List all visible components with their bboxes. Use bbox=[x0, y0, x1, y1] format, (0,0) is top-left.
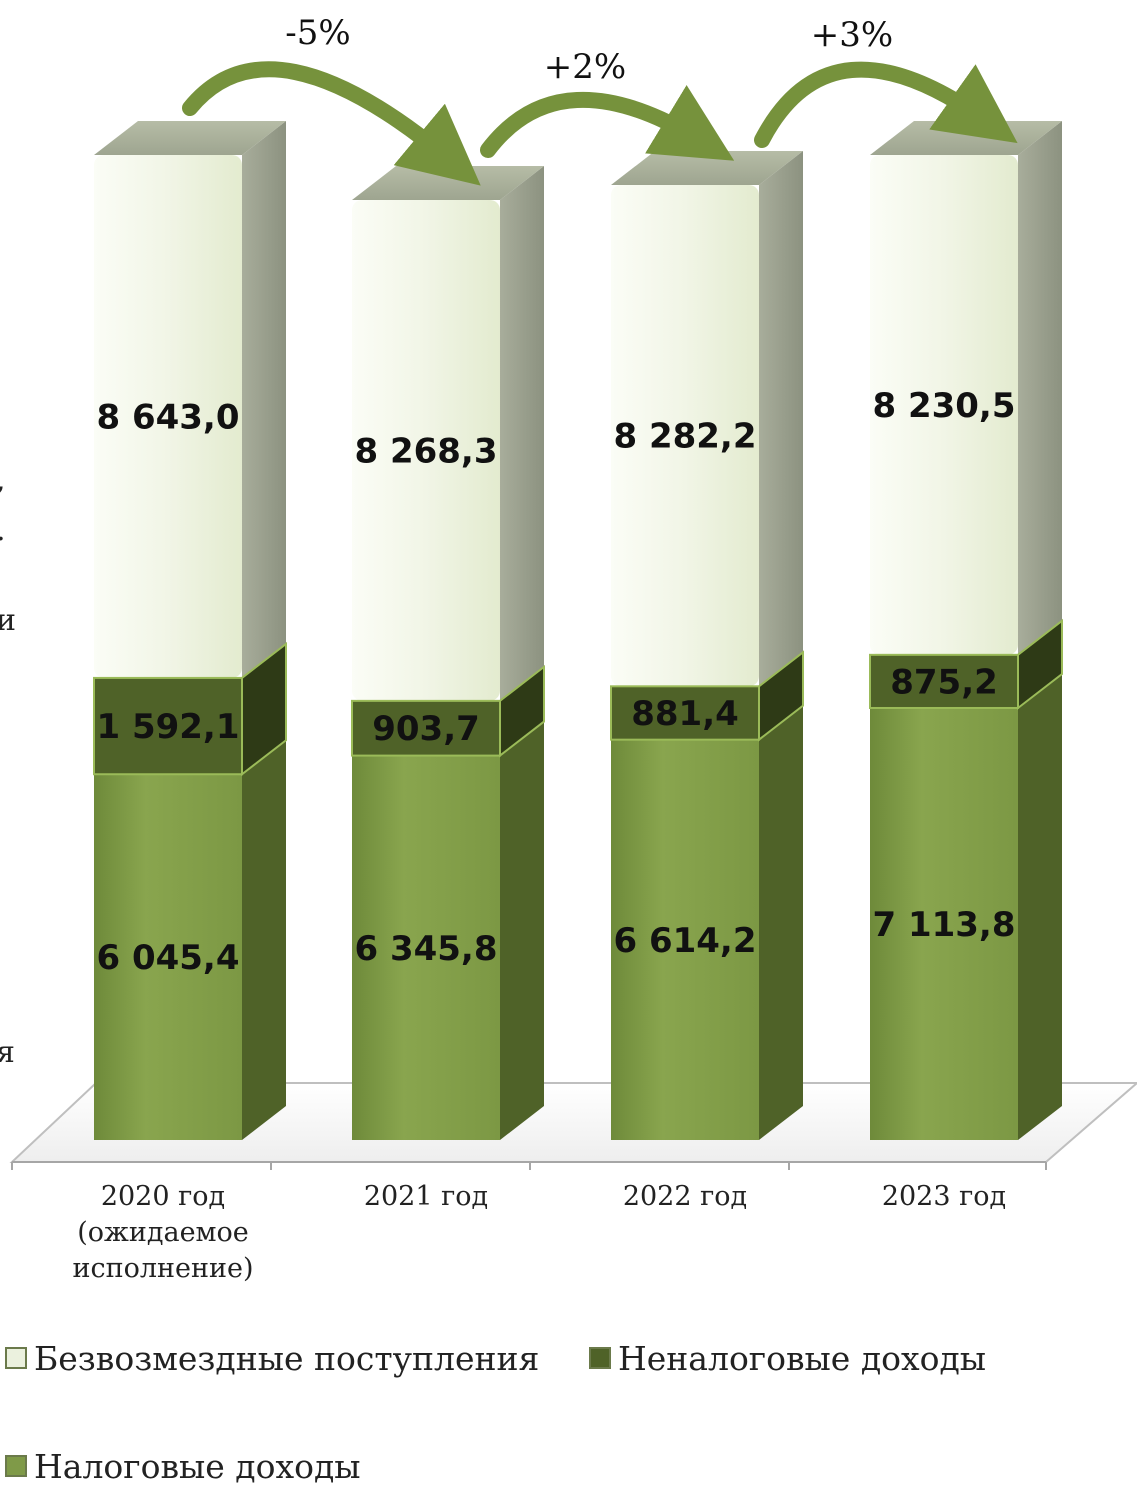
data-label: 6 614,2 bbox=[613, 921, 756, 961]
bar-side-nalogovye bbox=[242, 740, 286, 1140]
x-tick-label: исполнение) bbox=[73, 1253, 254, 1284]
x-tick-label: (ожидаемое bbox=[77, 1217, 249, 1248]
bar-segment-nalogovye bbox=[94, 774, 242, 1140]
clipped-axis-text: я bbox=[0, 1035, 15, 1070]
bar-side-nalogovye bbox=[500, 721, 544, 1140]
bar-side-nenalogovye bbox=[758, 650, 804, 742]
legend-item: Неналоговые доходы bbox=[589, 1339, 986, 1378]
stacked-bar-4 bbox=[869, 121, 1063, 1140]
bar-segment-nalogovye bbox=[352, 755, 500, 1140]
legend-swatch bbox=[5, 1347, 27, 1369]
change-label: +3% bbox=[811, 15, 893, 55]
bar-segment-bezvozmezdnye bbox=[94, 155, 242, 678]
change-label: -5% bbox=[285, 13, 350, 53]
change-label: +2% bbox=[544, 47, 626, 87]
bar-side-bezvozmezdnye bbox=[1018, 121, 1062, 655]
bar-side-bezvozmezdnye bbox=[500, 166, 544, 701]
stacked-bar-1 bbox=[93, 121, 287, 1140]
stacked-bar-2 bbox=[351, 166, 545, 1140]
bar-segment-nalogovye bbox=[870, 707, 1018, 1140]
legend-swatch bbox=[5, 1455, 27, 1477]
data-label: 8 268,3 bbox=[354, 431, 497, 471]
data-label: 1 592,1 bbox=[96, 707, 239, 747]
data-label: 8 282,2 bbox=[613, 417, 756, 457]
bar-segment-nenalogovye bbox=[351, 699, 501, 757]
data-label: 881,4 bbox=[631, 694, 739, 734]
x-tick-label: 2021 год bbox=[364, 1181, 488, 1212]
data-label: 875,2 bbox=[890, 662, 998, 702]
x-tick-label: 2020 год bbox=[101, 1181, 225, 1212]
clipped-axis-text: и bbox=[0, 603, 16, 638]
data-label: 6 345,8 bbox=[354, 929, 497, 969]
legend-label: Неналоговые доходы bbox=[618, 1339, 986, 1378]
bar-side-nenalogovye bbox=[499, 664, 545, 758]
change-arrow bbox=[754, 61, 1018, 148]
bar-side-bezvozmezdnye bbox=[759, 151, 803, 687]
data-label: 903,7 bbox=[372, 709, 480, 749]
change-arrow bbox=[182, 61, 481, 186]
bar-segment-nenalogovye bbox=[610, 685, 760, 741]
stacked-bar-3 bbox=[610, 151, 804, 1140]
bar-side-nenalogovye bbox=[1017, 618, 1063, 711]
bar-segment-bezvozmezdnye bbox=[611, 185, 759, 687]
data-label: 8 643,0 bbox=[96, 397, 239, 437]
x-tick-label: 2022 год bbox=[623, 1181, 747, 1212]
bar-side-bezvozmezdnye bbox=[242, 121, 286, 678]
bar-side-nalogovye bbox=[1018, 673, 1062, 1140]
bar-side-nalogovye bbox=[759, 705, 803, 1140]
bar-segment-nenalogovye bbox=[869, 653, 1019, 709]
clipped-axis-text: , bbox=[0, 463, 6, 498]
clipped-axis-text: . bbox=[0, 513, 6, 548]
bar-top-face bbox=[94, 121, 286, 155]
bar-segment-nalogovye bbox=[611, 739, 759, 1140]
legend-item: Безвозмездные поступления bbox=[5, 1339, 539, 1378]
legend-label: Безвозмездные поступления bbox=[34, 1339, 539, 1378]
legend-swatch bbox=[589, 1347, 611, 1369]
data-label: 8 230,5 bbox=[872, 386, 1015, 426]
data-label: 6 045,4 bbox=[96, 938, 239, 978]
bar-segment-bezvozmezdnye bbox=[352, 200, 500, 701]
bar-side-nenalogovye bbox=[241, 641, 287, 777]
bar-segment-bezvozmezdnye bbox=[870, 155, 1018, 655]
legend-item: Налоговые доходы bbox=[5, 1447, 361, 1486]
legend-label: Налоговые доходы bbox=[34, 1447, 361, 1483]
x-tick-label: 2023 год bbox=[882, 1181, 1006, 1212]
change-arrow bbox=[480, 85, 735, 161]
data-label: 7 113,8 bbox=[872, 905, 1015, 945]
bar-segment-nenalogovye bbox=[93, 676, 243, 776]
